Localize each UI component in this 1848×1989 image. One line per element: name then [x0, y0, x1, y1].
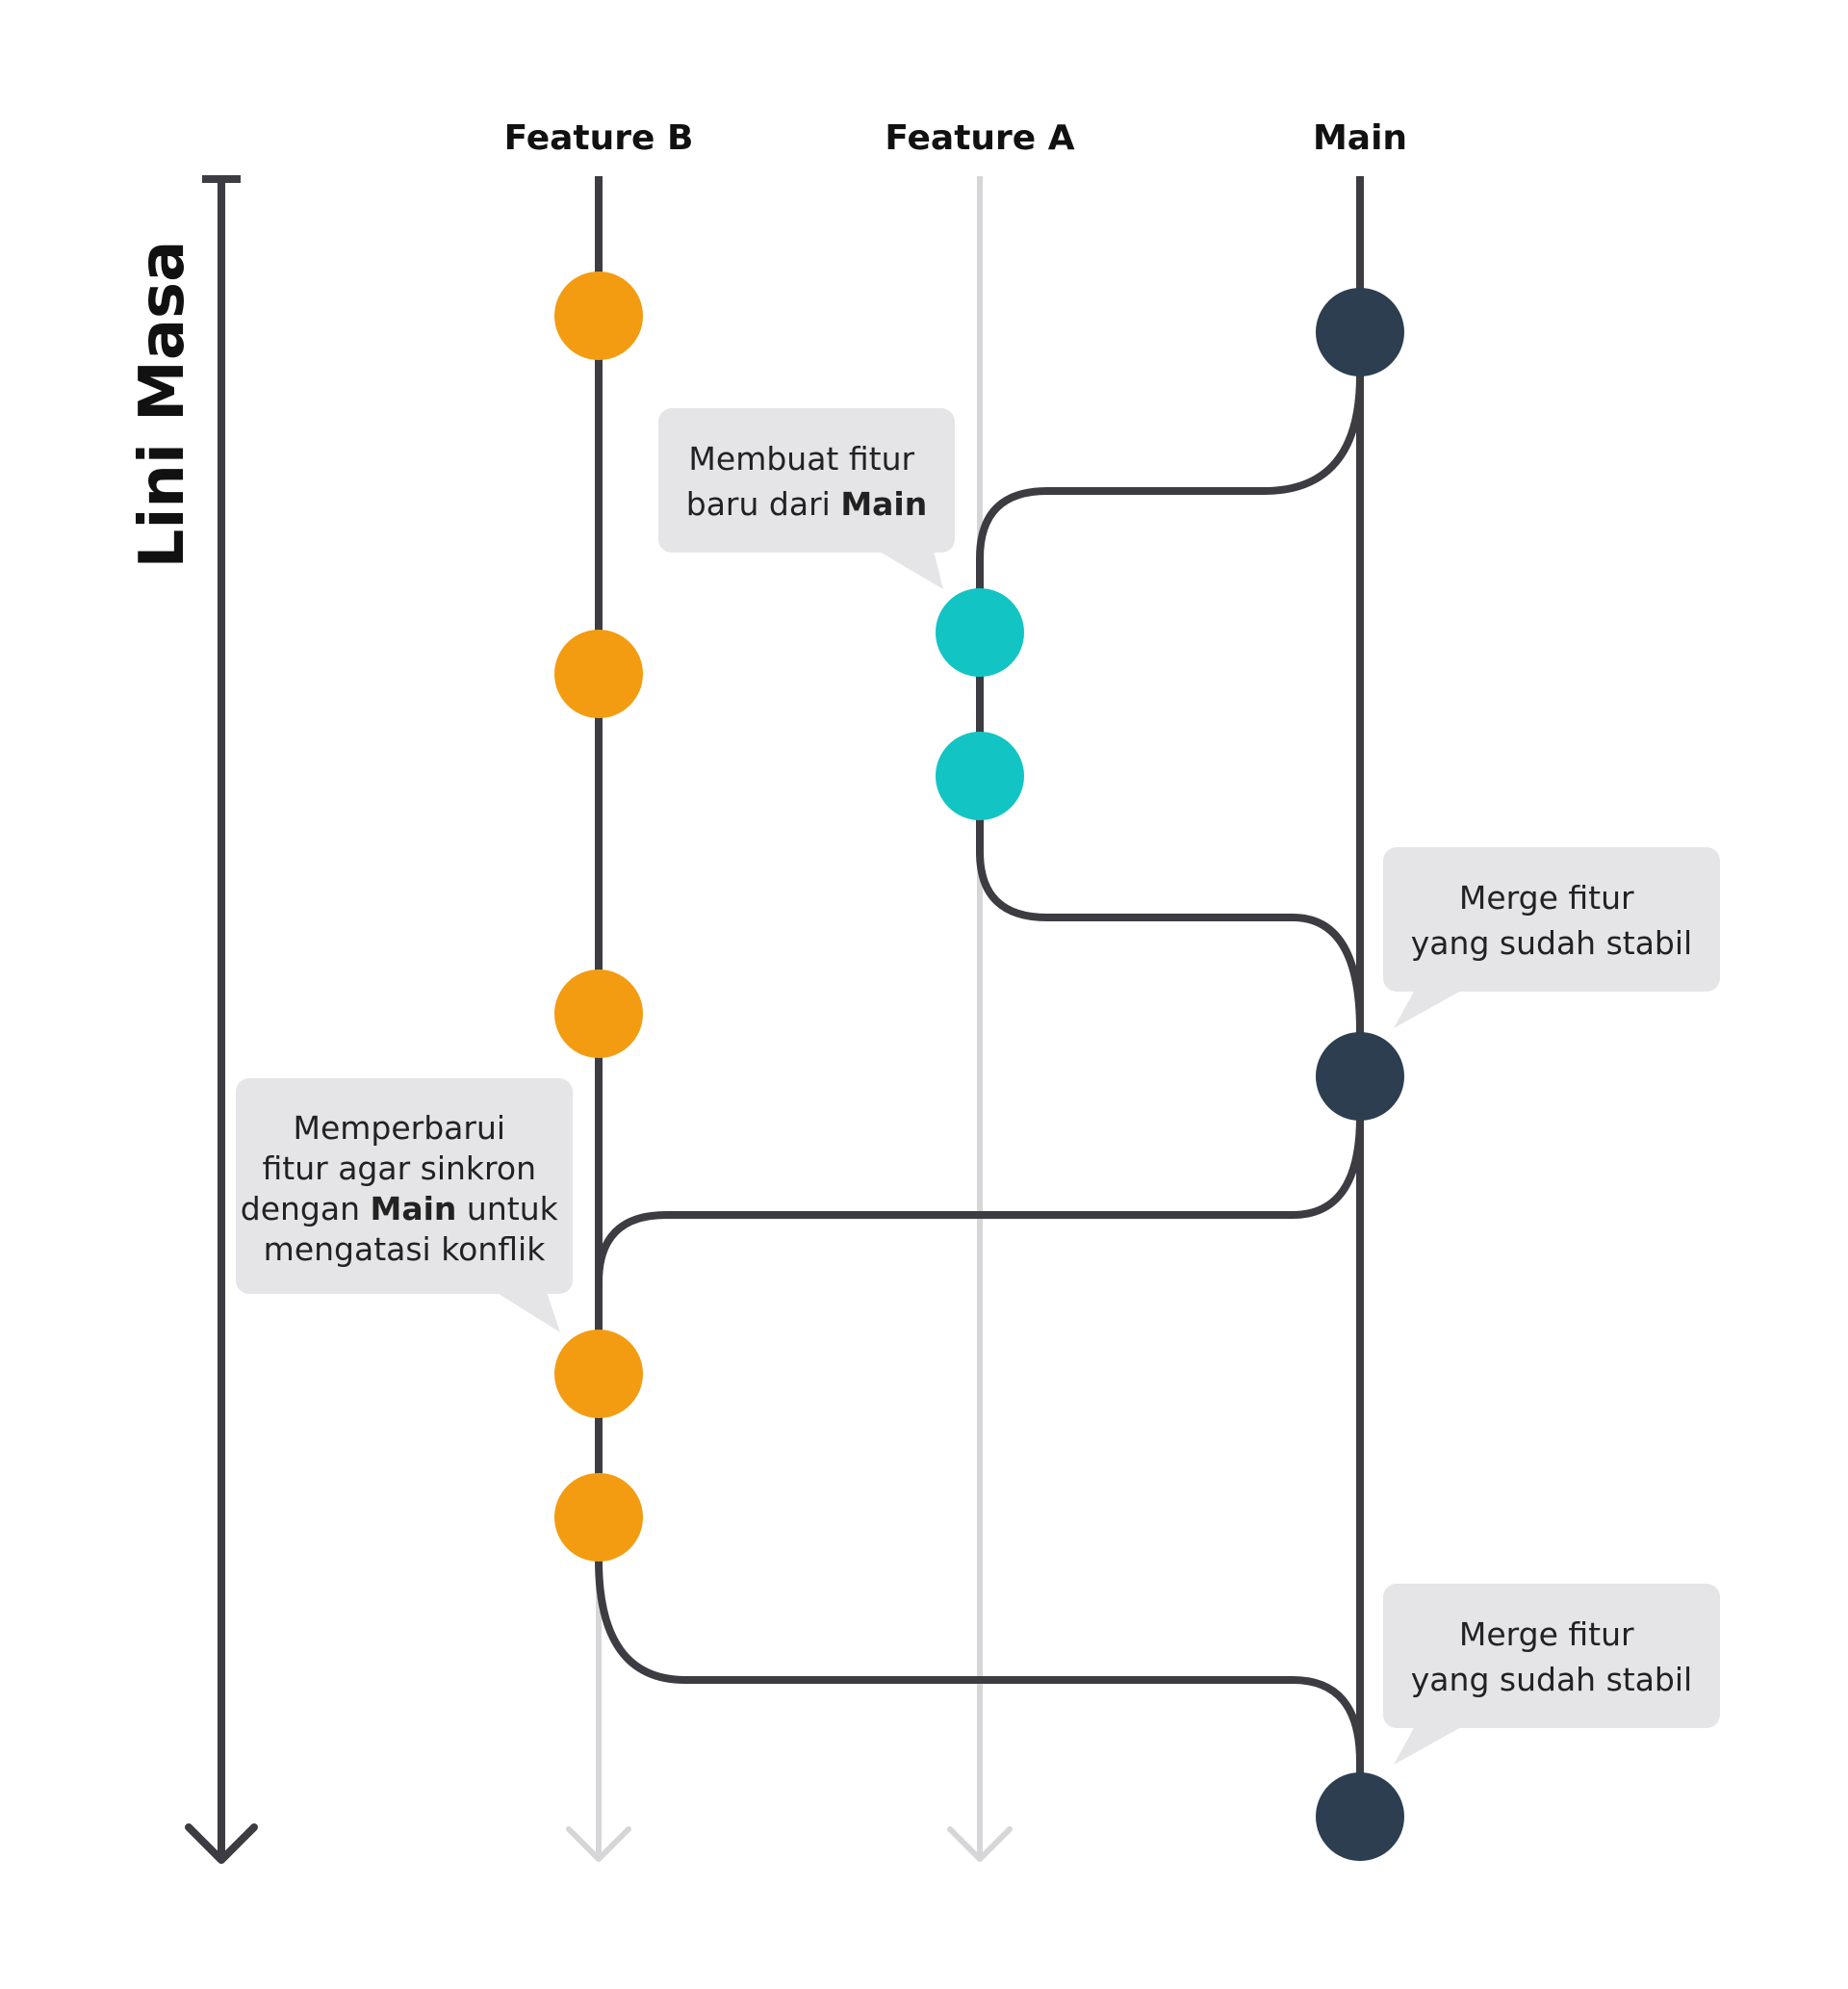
active-branch-lines	[595, 176, 1364, 1820]
timeline-arrow-icon	[185, 1823, 258, 1864]
callout-line: Merge fitur	[1459, 1615, 1634, 1653]
callout-line: Membuat fitur	[688, 440, 914, 478]
callout-merge-1: Merge fitur yang sudah stabil	[1383, 847, 1720, 1028]
branch-title-feature-b: Feature B	[504, 118, 694, 158]
timeline-label: Lini Masa	[127, 241, 198, 569]
commit-main	[1316, 288, 1404, 376]
callout-text: Membuat fitur baru dari Main	[686, 440, 927, 523]
callout-pointer	[878, 551, 943, 589]
commit-feature-a	[936, 588, 1024, 677]
commit-feature-a	[936, 732, 1024, 820]
feature-b-arrow-icon	[566, 1826, 631, 1862]
callout-text: Merge fitur yang sudah stabil	[1411, 1615, 1692, 1698]
callout-line: mengatasi konflik	[264, 1230, 547, 1268]
merge-feature-b-into-main	[595, 1559, 1364, 1763]
branch-title-feature-a: Feature A	[885, 118, 1074, 158]
callout-text: Memperbarui fitur agar sinkron dengan Ma…	[241, 1109, 568, 1268]
callout-bubble	[1383, 847, 1720, 992]
callout-merge-2: Merge fitur yang sudah stabil	[1383, 1584, 1720, 1765]
callout-bubble	[658, 408, 955, 553]
callout-line: Merge fitur	[1459, 879, 1634, 917]
branch-title-main: Main	[1313, 118, 1407, 158]
callout-line: Memperbarui	[293, 1109, 505, 1147]
commits	[554, 271, 1404, 1861]
branch-to-feature-a	[976, 375, 1364, 809]
callout-pointer	[496, 1292, 560, 1332]
callout-line: yang sudah stabil	[1411, 924, 1692, 962]
commit-main	[1316, 1032, 1404, 1121]
callout-bubble	[236, 1078, 573, 1294]
commit-feature-b	[554, 1330, 643, 1418]
inactive-tracks	[566, 176, 1013, 1862]
commit-feature-b	[554, 630, 643, 718]
callout-bubble	[1383, 1584, 1720, 1728]
callout-line: dengan Main untuk	[241, 1190, 559, 1227]
commit-feature-b	[554, 1473, 643, 1562]
callout-pointer	[1394, 990, 1463, 1028]
callout-create-feature: Membuat fitur baru dari Main	[658, 408, 955, 589]
callout-line: yang sudah stabil	[1411, 1661, 1692, 1698]
callout-update-feature: Memperbarui fitur agar sinkron dengan Ma…	[236, 1078, 573, 1332]
callout-line: baru dari Main	[686, 485, 927, 523]
commit-feature-b	[554, 969, 643, 1058]
callout-pointer	[1394, 1726, 1463, 1765]
merge-feature-a-into-main	[976, 809, 1364, 1031]
callout-line: fitur agar sinkron	[263, 1149, 536, 1187]
feature-a-arrow-icon	[947, 1826, 1013, 1862]
commit-feature-b	[554, 271, 643, 360]
timeline-axis: Lini Masa	[127, 175, 258, 1864]
callout-text: Merge fitur yang sudah stabil	[1411, 879, 1692, 962]
sync-main-into-feature-b	[595, 1116, 1364, 1283]
commit-main	[1316, 1772, 1404, 1861]
